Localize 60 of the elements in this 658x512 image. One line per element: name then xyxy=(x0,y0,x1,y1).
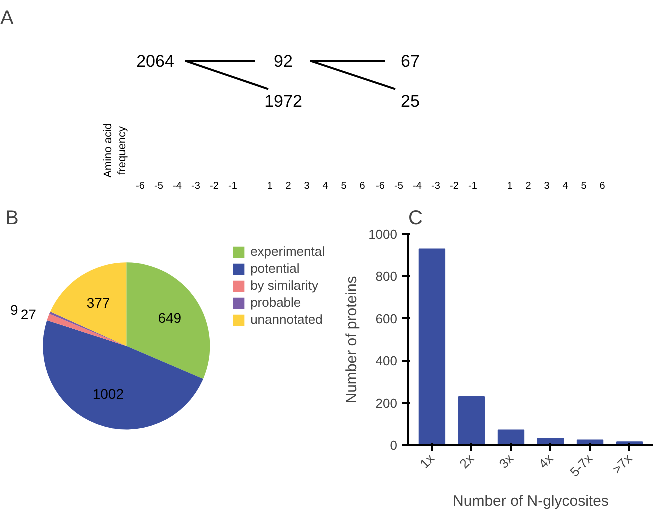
x-tick-label: 4x xyxy=(536,450,556,472)
text: 1972 xyxy=(264,92,302,111)
text: A xyxy=(0,8,14,30)
category-label: 6 xyxy=(600,181,606,192)
legend-label: experimental xyxy=(250,244,325,259)
category-label: -6 xyxy=(136,181,146,192)
category-label: -3 xyxy=(192,181,201,192)
category-label: 6 xyxy=(360,181,366,192)
category-label: 2 xyxy=(526,181,532,192)
x-axis-title: Number of N-glycosites xyxy=(453,492,609,510)
category-label: 4 xyxy=(562,181,569,192)
chart-title: B xyxy=(6,208,19,230)
legend-label: potential xyxy=(250,261,300,276)
data-label: 27 xyxy=(20,306,37,323)
category-label: 1 xyxy=(507,181,514,192)
text: 92 xyxy=(274,52,293,72)
legend-label: by similarity xyxy=(250,278,318,293)
text: 2064 xyxy=(136,52,174,72)
category-label: 5 xyxy=(341,181,348,192)
category-label: -6 xyxy=(376,181,386,192)
data-label: 649 xyxy=(158,310,182,326)
x-tick-label: 2x xyxy=(456,450,478,472)
y-tick-label: 800 xyxy=(376,269,398,284)
text: 25 xyxy=(401,92,420,111)
y-axis-title: Number of proteins xyxy=(344,276,361,404)
x-tick-label: 5-7x xyxy=(567,450,596,480)
category-label: -5 xyxy=(394,181,404,192)
y-tick-label: 1000 xyxy=(368,227,398,242)
chart-title: C xyxy=(408,208,423,230)
category-label: 1 xyxy=(267,181,274,192)
data-label: 9 xyxy=(10,302,19,318)
legend-label: unannotated xyxy=(250,312,323,327)
bar xyxy=(498,430,525,446)
bar xyxy=(418,248,446,446)
bar xyxy=(458,396,486,446)
category-label: 5 xyxy=(581,181,588,192)
x-tick-label: 3x xyxy=(496,450,517,472)
category-label: -1 xyxy=(228,181,238,192)
category-label: 4 xyxy=(322,181,329,192)
text: 67 xyxy=(401,52,420,72)
y-tick-label: 0 xyxy=(390,438,398,453)
x-tick-label: 1x xyxy=(417,450,438,472)
category-label: -3 xyxy=(432,181,441,192)
data-label: 377 xyxy=(86,295,110,312)
category-label: -4 xyxy=(413,181,422,192)
data-label: 1002 xyxy=(92,386,124,402)
category-label: -2 xyxy=(450,181,460,192)
text: Amino acid frequency xyxy=(102,123,128,178)
legend-label: probable xyxy=(250,295,302,310)
x-tick-label: >7x xyxy=(609,450,636,477)
y-tick-label: 600 xyxy=(376,311,398,326)
category-label: 2 xyxy=(286,181,292,192)
category-label: -1 xyxy=(468,181,478,192)
category-label: -2 xyxy=(210,181,220,192)
y-tick-label: 200 xyxy=(376,396,398,411)
category-label: 3 xyxy=(304,181,310,192)
y-tick-label: 400 xyxy=(376,354,398,369)
category-label: -5 xyxy=(154,181,164,192)
category-label: 3 xyxy=(544,181,550,192)
category-label: -4 xyxy=(173,181,182,192)
